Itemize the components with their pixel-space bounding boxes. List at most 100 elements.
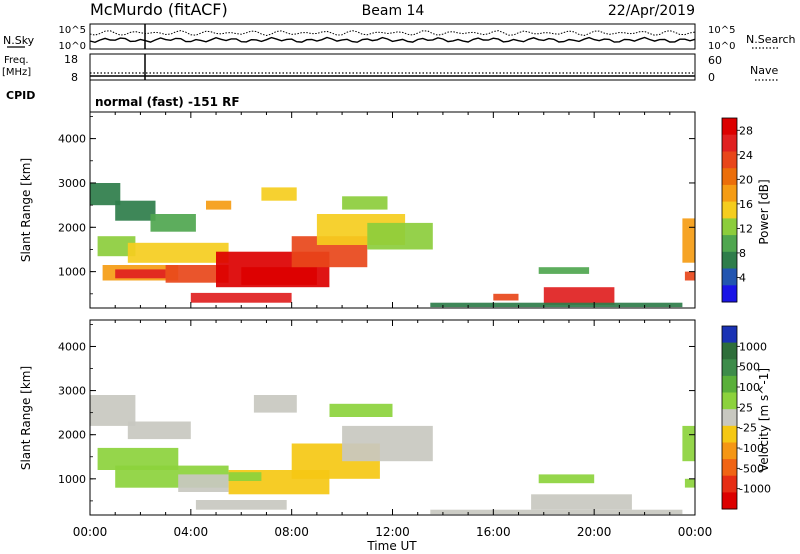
heatmap-cell: [97, 447, 179, 470]
heatmap-cell: [367, 222, 433, 250]
noise-search-line: [89, 30, 696, 37]
heatmap-cell: [115, 200, 156, 221]
y-tick-label: 3000: [58, 177, 86, 190]
y-tick-label: 2000: [58, 221, 86, 234]
cpid-label: CPID: [6, 89, 35, 102]
colorbar-swatch: [722, 442, 737, 460]
heatmap-cell: [538, 474, 595, 484]
y-tick-label: 2000: [58, 429, 86, 442]
heatmap-cell: [178, 474, 229, 492]
time-axis: 00:00 04:00 08:00 12:00 16:00 20:00 00:00: [73, 525, 713, 539]
colorbar-swatch: [722, 342, 737, 360]
colorbar-swatch: [722, 134, 737, 152]
heatmap-cell: [90, 183, 121, 206]
colorbar-swatch: [722, 251, 737, 269]
x-tick-label: 00:00: [73, 525, 108, 539]
colorbar-swatch: [722, 375, 737, 393]
colorbar-tick-label: 16: [739, 198, 753, 211]
heatmap-cell: [261, 187, 297, 201]
x-tick-label: 04:00: [174, 525, 209, 539]
velocity-colorbar: 1000 500 100 25 -25 -100 -500 -1000: [721, 325, 771, 510]
colorbar-tick-label: 24: [739, 149, 753, 162]
colorbar-tick-label: -25: [739, 422, 757, 435]
heatmap-cell: [90, 395, 136, 426]
heatmap-cell: [195, 500, 287, 510]
noise-tick-hi-left: 10^5: [59, 25, 86, 36]
colorbar-tick-label: 100: [739, 381, 760, 394]
power-colorbar: 4 8 12 16 20 24 28: [721, 117, 753, 303]
y-tick-label: 1000: [58, 266, 86, 279]
noise-panel-frame: [89, 23, 696, 50]
y-tick-label: 4000: [58, 133, 86, 146]
heatmap-cell: [342, 196, 388, 210]
x-tick-label: 20:00: [577, 525, 612, 539]
colorbar-swatch: [722, 218, 737, 236]
colorbar-swatch: [722, 118, 737, 136]
nave-label: Nave: [750, 64, 778, 77]
velocity-y-label: Slant Range [km]: [19, 366, 33, 470]
y-tick-label: 1000: [58, 473, 86, 486]
heatmap-cell: [430, 509, 683, 515]
freq-label: Freq.: [4, 55, 29, 66]
velocity-axes: 1000 2000 3000 4000: [58, 320, 696, 515]
colorbar-swatch: [722, 151, 737, 169]
cpid-text: normal (fast) -151 RF: [95, 95, 240, 109]
velocity-colorbar-label: Velocity [m s^-1]: [757, 368, 771, 472]
heatmap-cell: [531, 494, 632, 510]
heatmap-cell: [682, 218, 695, 263]
station-title: McMurdo (fitACF): [90, 0, 228, 19]
x-tick-label: 00:00: [678, 525, 713, 539]
heatmap-cell: [97, 236, 136, 257]
heatmap-cell: [206, 200, 232, 210]
power-y-label: Slant Range [km]: [19, 158, 33, 262]
heatmap-cell: [684, 478, 695, 488]
colorbar-swatch: [722, 475, 737, 493]
x-axis-label: Time UT: [366, 539, 417, 553]
colorbar-swatch: [722, 201, 737, 219]
colorbar-tick-label: 20: [739, 173, 753, 186]
heatmap-cell: [115, 269, 166, 279]
nave-tick-lo: 0: [708, 71, 715, 84]
heatmap-cell: [430, 302, 683, 308]
y-tick-label: 3000: [58, 385, 86, 398]
nave-tick-hi: 60: [708, 54, 722, 67]
power-colorbar-label: Power [dB]: [757, 179, 771, 244]
freq-tick-hi: 18: [64, 53, 78, 66]
x-tick-label: 12:00: [375, 525, 410, 539]
heatmap-cell: [329, 403, 393, 417]
colorbar-swatch: [722, 184, 737, 203]
heatmap-cell: [342, 425, 433, 462]
colorbar-tick-label: 500: [739, 361, 760, 374]
colorbar-swatch: [722, 268, 737, 286]
colorbar-swatch: [722, 285, 737, 303]
colorbar-tick-label: 12: [739, 222, 753, 235]
colorbar-tick-label: -1000: [739, 483, 771, 496]
colorbar-tick-label: 1000: [739, 340, 767, 353]
colorbar-swatch: [722, 326, 737, 344]
freq-unit: [MHz]: [2, 67, 31, 78]
nsky-label: N.Sky: [3, 34, 35, 47]
date-title: 22/Apr/2019: [608, 3, 695, 19]
heatmap-cell: [165, 265, 229, 283]
heatmap-cell: [127, 421, 191, 440]
noise-tick-lo-right: 10^0: [708, 41, 735, 52]
heatmap-cell: [684, 271, 695, 281]
colorbar-frame: [721, 325, 738, 510]
heatmap-cell: [543, 287, 615, 305]
colorbar-tick-label: 28: [739, 124, 753, 137]
noise-tick-hi-right: 10^5: [708, 25, 735, 36]
colorbar-tick-label: 8: [739, 247, 746, 260]
heatmap-cell: [190, 292, 292, 303]
nsearch-label: N.Search: [746, 33, 796, 46]
power-heatmap: [90, 183, 695, 308]
colorbar-tick-label: 4: [739, 271, 746, 284]
heatmap-cell: [241, 267, 317, 285]
heatmap-cell: [253, 395, 297, 413]
heatmap-cell: [538, 267, 590, 274]
heatmap-cell: [493, 293, 519, 301]
colorbar-tick-label: -500: [739, 462, 764, 475]
heatmap-cell: [150, 214, 196, 232]
freq-tick-lo: 8: [71, 71, 78, 84]
freq-panel-frame: [89, 53, 696, 81]
